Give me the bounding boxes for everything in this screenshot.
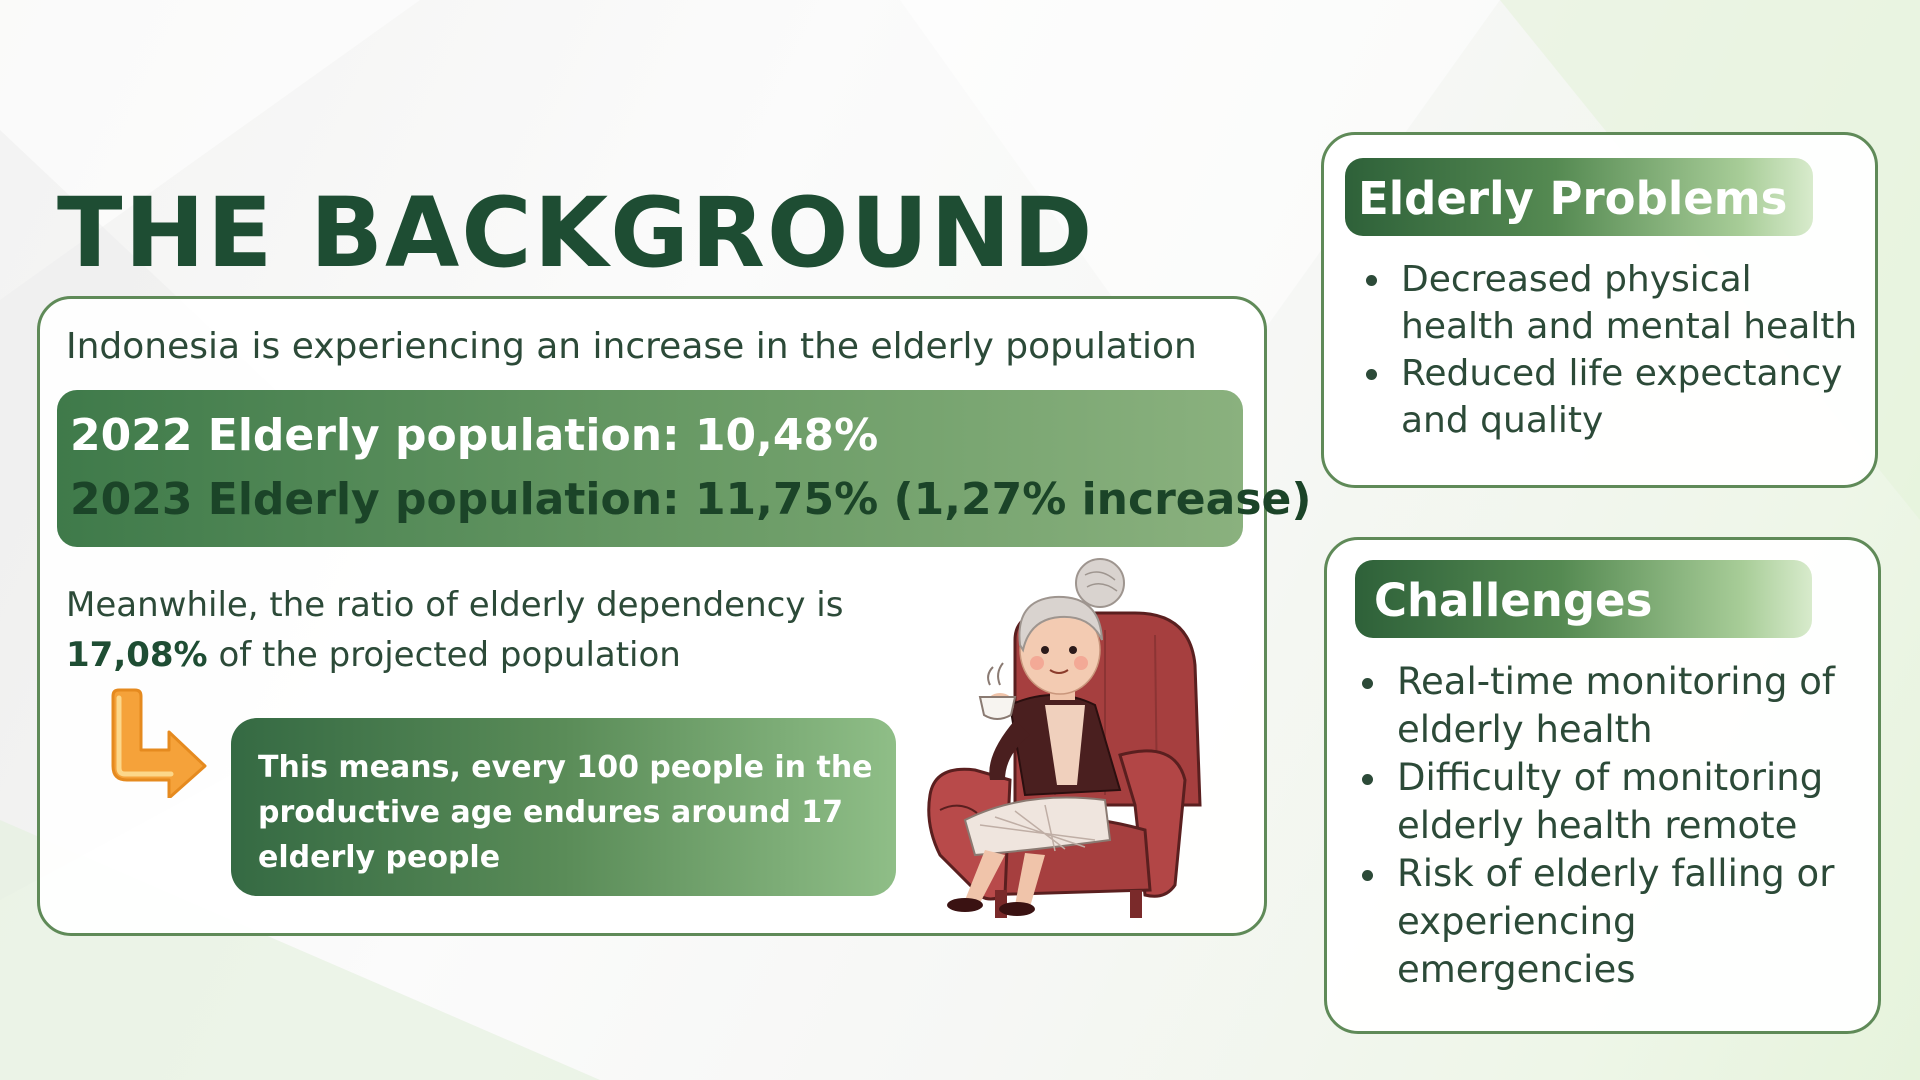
ratio-suffix: of the projected population: [218, 635, 681, 675]
elderly-problems-heading: Elderly Problems: [1358, 172, 1788, 225]
list-item: Decreased physical health and mental hea…: [1366, 256, 1866, 350]
challenges-list: Real-time monitoring of elderly health D…: [1362, 658, 1862, 994]
ratio-value: 17,08%: [66, 635, 208, 675]
intro-text: Indonesia is experiencing an increase in…: [66, 326, 1197, 367]
meaning-callout-text: This means, every 100 people in the prod…: [258, 750, 873, 875]
ratio-prefix: Meanwhile, the ratio of elderly dependen…: [66, 585, 844, 625]
elderly-problems-heading-pill: [1345, 158, 1813, 236]
list-item: Risk of elderly falling or experiencing …: [1362, 850, 1862, 994]
challenges-heading-pill: [1355, 560, 1812, 638]
population-stats-box: [57, 390, 1243, 547]
page-title: THE BACKGROUND: [57, 177, 1095, 289]
list-item: Difficulty of monitoring elderly health …: [1362, 754, 1862, 850]
elderly-problems-list: Decreased physical health and mental hea…: [1366, 256, 1866, 444]
list-item: Real-time monitoring of elderly health: [1362, 658, 1862, 754]
elderly-woman-in-armchair-illustration: [927, 558, 1202, 918]
challenges-heading: Challenges: [1374, 574, 1653, 627]
meaning-callout-box: [231, 718, 896, 896]
stat-2022: 2022 Elderly population: 10,48%: [70, 410, 879, 461]
dependency-ratio-text: Meanwhile, the ratio of elderly dependen…: [66, 580, 946, 680]
list-item: Reduced life expectancy and quality: [1366, 350, 1866, 444]
down-right-arrow-icon: [111, 688, 207, 798]
stat-2023: 2023 Elderly population: 11,75% (1,27% i…: [70, 474, 1312, 525]
